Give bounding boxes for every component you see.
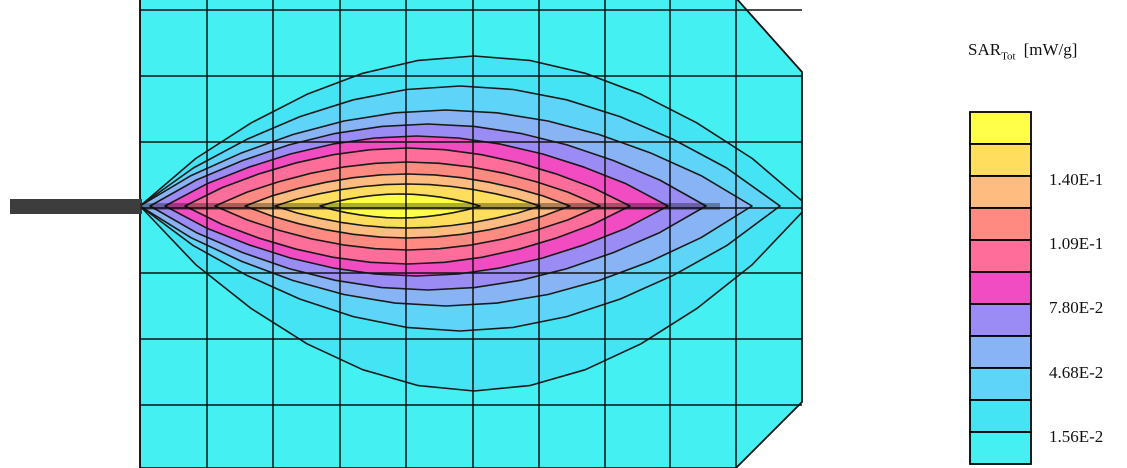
legend-tick-label: 1.56E-2: [1049, 427, 1104, 446]
color-scale-swatch: [969, 399, 1032, 433]
contour-region: [319, 193, 481, 219]
color-scale-swatch: [969, 143, 1032, 177]
legend-tick-label: 7.80E-2: [1049, 298, 1104, 317]
feed-bar: [10, 199, 142, 214]
legend-tick-label: 4.68E-2: [1049, 363, 1104, 382]
color-scale-swatch: [969, 111, 1032, 145]
color-scale-swatch: [969, 303, 1032, 337]
mesh-grid: [139, 0, 803, 468]
contour-stack: [140, 55, 802, 392]
legend-tick-label: 1.40E-1: [1049, 170, 1104, 189]
contour-regions: [140, 0, 802, 468]
legend-subscript: Tot: [1001, 50, 1016, 63]
color-scale-swatch: [969, 367, 1032, 401]
color-scale-swatch: [969, 271, 1032, 305]
color-scale-swatch: [969, 207, 1032, 241]
phantom-outline: [139, 0, 803, 468]
legend-title: SARTot [mW/g]: [968, 40, 1077, 62]
legend-quantity: SAR: [968, 40, 1002, 59]
feed-trace: [140, 203, 720, 210]
color-scale-swatch: [969, 175, 1032, 209]
legend-tick-label: 1.09E-1: [1049, 234, 1104, 253]
legend-unit: [mW/g]: [1023, 40, 1078, 59]
color-scale: [969, 111, 1032, 465]
feed-line: [10, 199, 720, 214]
color-scale-swatch: [969, 431, 1032, 465]
color-scale-swatch: [969, 335, 1032, 369]
color-scale-swatch: [969, 239, 1032, 273]
